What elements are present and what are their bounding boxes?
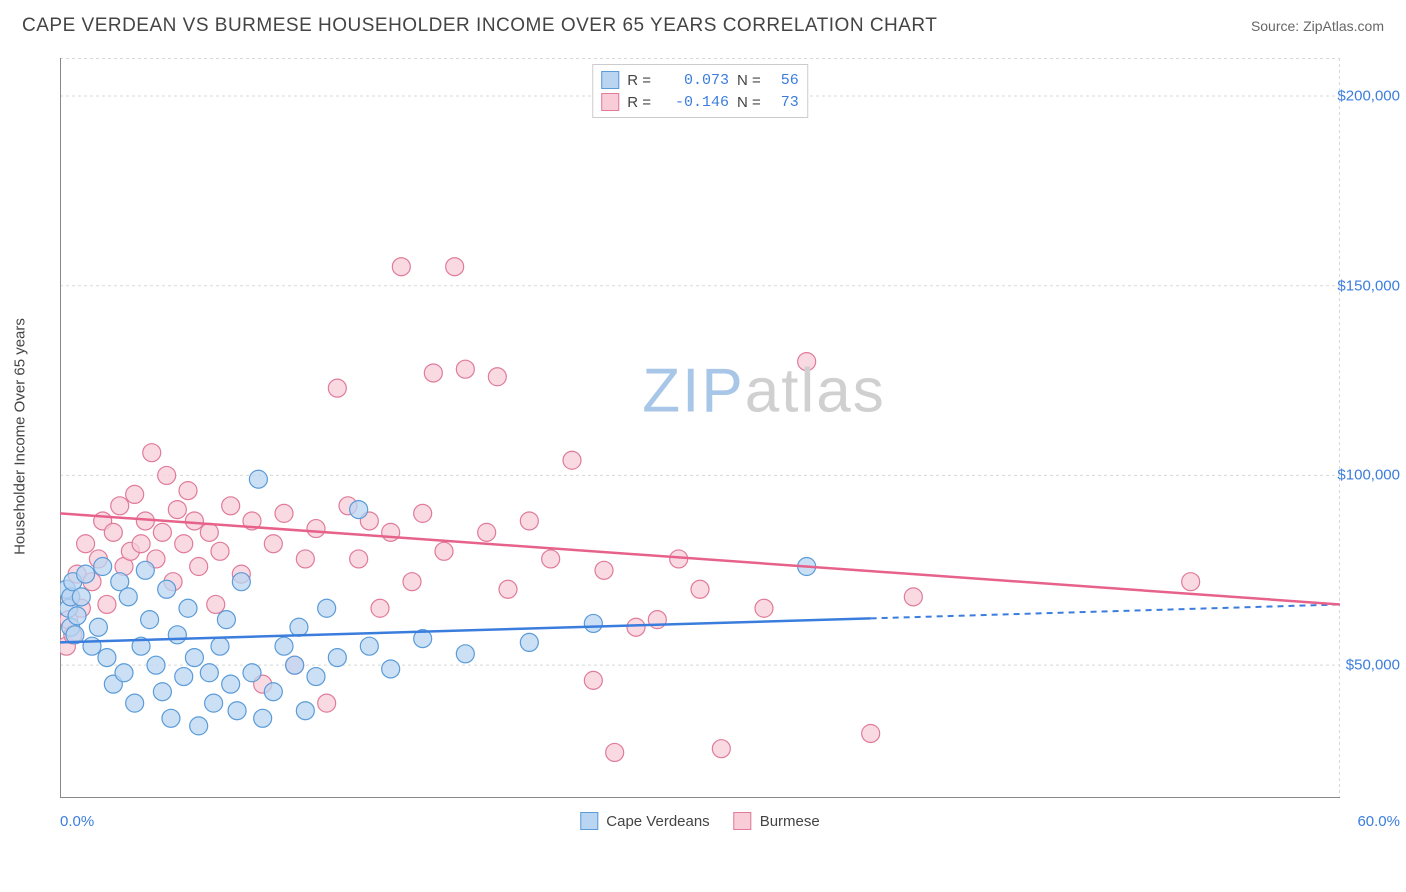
legend-swatch-burmese-bottom xyxy=(734,812,752,830)
chart-title: CAPE VERDEAN VS BURMESE HOUSEHOLDER INCO… xyxy=(22,15,937,37)
source-link[interactable]: ZipAtlas.com xyxy=(1303,18,1384,34)
legend-swatch-cape-verdeans-bottom xyxy=(580,812,598,830)
n-value-burmese: 73 xyxy=(769,94,799,111)
y-axis-label: Householder Income Over 65 years xyxy=(12,318,29,555)
y-tick-label: $150,000 xyxy=(1337,277,1400,294)
legend-label: Cape Verdeans xyxy=(606,813,709,830)
legend-swatch-cape-verdeans xyxy=(601,71,619,89)
r-value-cape-verdeans: 0.073 xyxy=(659,72,729,89)
correlation-legend: R = 0.073 N = 56 R = -0.146 N = 73 xyxy=(592,64,808,118)
scatter-plot: ZIPatlas R = 0.073 N = 56 R = -0.146 N =… xyxy=(60,58,1340,798)
n-value-cape-verdeans: 56 xyxy=(769,72,799,89)
y-tick-label: $100,000 xyxy=(1337,467,1400,484)
x-axis-max-label: 60.0% xyxy=(1357,813,1400,830)
x-axis-min-label: 0.0% xyxy=(60,813,94,830)
y-tick-label: $50,000 xyxy=(1346,657,1400,674)
legend-label: Burmese xyxy=(760,813,820,830)
y-tick-label: $200,000 xyxy=(1337,87,1400,104)
legend-swatch-burmese xyxy=(601,93,619,111)
source-label: Source: ZipAtlas.com xyxy=(1251,18,1384,34)
series-legend: Cape Verdeans Burmese xyxy=(580,812,819,830)
r-value-burmese: -0.146 xyxy=(659,94,729,111)
